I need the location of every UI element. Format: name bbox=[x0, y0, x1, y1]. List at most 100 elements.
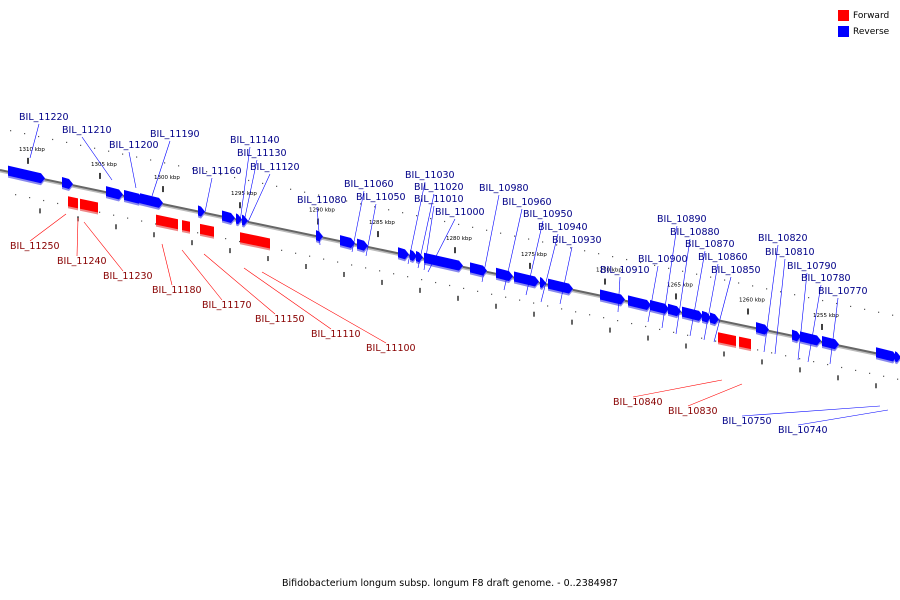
reverse-gene-leader bbox=[763, 244, 779, 353]
forward-gene-leader bbox=[632, 379, 723, 398]
reverse-gene-label: BIL_10880 bbox=[670, 227, 720, 238]
dot-marker bbox=[603, 317, 605, 319]
forward-gene-leader bbox=[29, 213, 67, 242]
reverse-gene-leader bbox=[689, 250, 706, 337]
dot-marker bbox=[225, 238, 227, 240]
reverse-gene-arrow bbox=[710, 312, 719, 325]
reverse-gene-leader bbox=[713, 276, 732, 343]
reverse-gene-label: BIL_10860 bbox=[698, 252, 748, 263]
reverse-gene-label: BIL_11050 bbox=[356, 192, 406, 203]
dot-marker bbox=[528, 238, 530, 240]
dot-marker bbox=[757, 349, 759, 351]
dot-marker bbox=[374, 206, 376, 208]
dot-marker bbox=[127, 217, 129, 219]
reverse-gene-arrow bbox=[8, 165, 45, 184]
reverse-gene-leader bbox=[829, 297, 839, 365]
map-caption: Bifidobacterium longum subsp. longum F8 … bbox=[282, 578, 618, 589]
dot-marker bbox=[43, 199, 45, 202]
dot-marker bbox=[668, 267, 670, 269]
reverse-gene-label: BIL_11210 bbox=[62, 125, 112, 136]
dot-marker bbox=[15, 194, 17, 196]
forward-gene-label: BIL_11150 bbox=[255, 314, 305, 325]
forward-gene-leader bbox=[161, 243, 173, 286]
dot-marker bbox=[239, 240, 241, 243]
dot-marker bbox=[262, 182, 264, 185]
dot-marker bbox=[542, 241, 544, 243]
reverse-gene-arrow bbox=[62, 176, 73, 190]
dot-marker bbox=[612, 256, 614, 258]
dot-marker bbox=[304, 191, 306, 193]
reverse-gene-arrow bbox=[357, 238, 368, 251]
reverse-gene-leader bbox=[365, 203, 377, 257]
forward-gene-leader bbox=[243, 267, 332, 330]
reverse-gene-leader bbox=[647, 265, 659, 323]
reverse-gene-leader bbox=[675, 238, 691, 335]
reverse-gene-arrow bbox=[756, 322, 769, 335]
dot-marker bbox=[589, 314, 591, 316]
dot-marker bbox=[206, 171, 208, 173]
reverse-gene-leader bbox=[423, 205, 435, 271]
reverse-gene-arrow bbox=[822, 335, 839, 350]
reverse-gene-arrow bbox=[682, 306, 703, 321]
reverse-gene-arrow bbox=[424, 252, 463, 271]
dot-marker bbox=[645, 325, 647, 328]
reverse-gene-label: BIL_11200 bbox=[109, 140, 159, 151]
dot-marker bbox=[696, 273, 698, 275]
reverse-gene-label: BIL_10750 bbox=[722, 416, 772, 427]
dot-marker bbox=[472, 226, 474, 228]
reverse-gene-label: BIL_11030 bbox=[405, 170, 455, 181]
dot-marker bbox=[155, 223, 157, 225]
forward-gene-box bbox=[739, 336, 751, 350]
dot-marker bbox=[108, 150, 110, 152]
reverse-gene-arrow bbox=[410, 249, 417, 262]
reverse-swatch-icon bbox=[838, 26, 849, 37]
dot-marker bbox=[617, 320, 619, 322]
dot-marker bbox=[402, 212, 404, 214]
dot-marker bbox=[57, 202, 59, 205]
reverse-gene-arrow bbox=[106, 186, 123, 200]
dot-marker bbox=[780, 291, 782, 293]
forward-gene-label: BIL_11170 bbox=[202, 300, 252, 311]
dot-marker bbox=[892, 314, 894, 316]
reverse-gene-leader bbox=[481, 194, 500, 283]
dot-marker bbox=[435, 281, 437, 284]
dot-marker bbox=[897, 378, 899, 380]
reverse-gene-label: BIL_10950 bbox=[523, 209, 573, 220]
reverse-gene-leader bbox=[128, 151, 137, 189]
reverse-gene-label: BIL_11160 bbox=[192, 166, 242, 177]
reverse-gene-leader bbox=[29, 123, 40, 159]
forward-gene-box bbox=[260, 236, 270, 249]
dot-marker bbox=[234, 176, 236, 179]
dot-marker bbox=[654, 264, 656, 267]
dot-marker bbox=[659, 328, 661, 331]
dot-marker bbox=[584, 250, 586, 252]
reverse-gene-label: BIL_10930 bbox=[552, 235, 602, 246]
dot-marker bbox=[500, 232, 502, 234]
dot-marker bbox=[631, 322, 633, 325]
scale-label: 1295 kbp bbox=[231, 191, 257, 197]
dot-marker bbox=[808, 297, 810, 299]
dot-marker bbox=[150, 159, 152, 161]
dot-marker bbox=[458, 223, 460, 226]
dot-marker bbox=[220, 174, 222, 176]
reverse-gene-arrow bbox=[668, 303, 681, 317]
reverse-gene-label: BIL_10980 bbox=[479, 183, 529, 194]
reverse-gene-label: BIL_10740 bbox=[778, 425, 828, 436]
reverse-gene-leader bbox=[540, 233, 559, 303]
dot-marker bbox=[766, 288, 768, 290]
dot-marker bbox=[799, 358, 801, 360]
reverse-gene-leader bbox=[407, 181, 426, 265]
reverse-gene-label: BIL_11120 bbox=[250, 162, 300, 173]
forward-gene-leader bbox=[76, 217, 79, 257]
dot-marker bbox=[533, 302, 535, 304]
reverse-gene-leader bbox=[351, 190, 365, 253]
forward-gene-leader bbox=[687, 383, 743, 407]
forward-swatch-icon bbox=[838, 10, 849, 21]
reverse-gene-label: BIL_11190 bbox=[150, 129, 200, 140]
reverse-gene-arrow bbox=[514, 271, 539, 287]
dot-marker bbox=[486, 229, 488, 231]
dot-marker bbox=[864, 308, 866, 310]
scale-label: 1290 kbp bbox=[309, 208, 335, 214]
forward-gene-label: BIL_10830 bbox=[668, 406, 718, 417]
reverse-gene-label: BIL_10960 bbox=[502, 197, 552, 208]
